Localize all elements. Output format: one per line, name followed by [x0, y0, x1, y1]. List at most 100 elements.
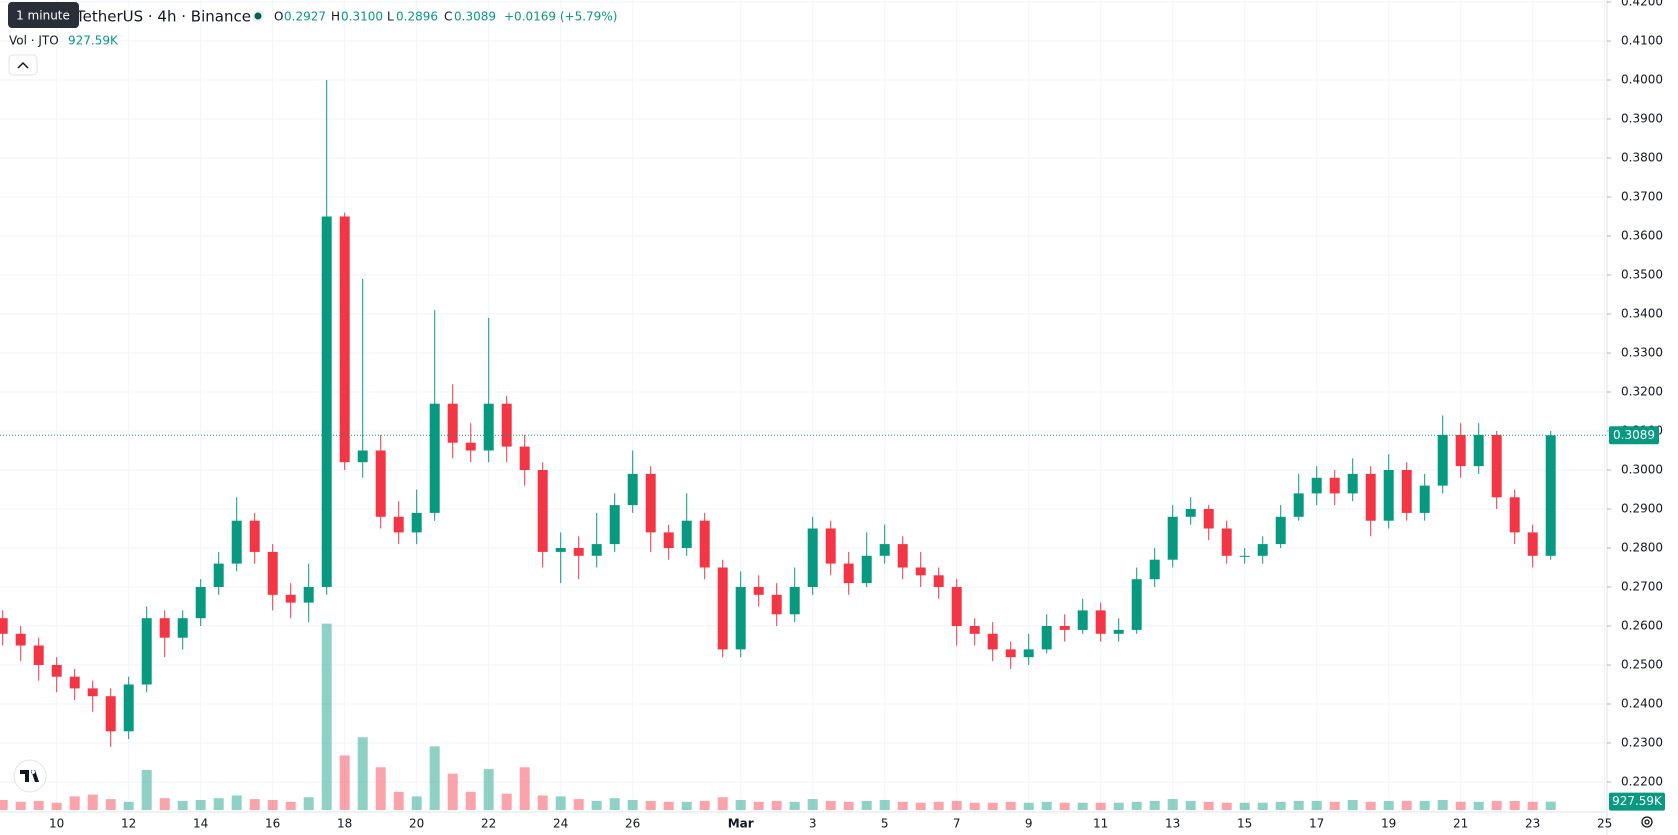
candle-body: [1491, 434, 1502, 498]
volume-bar: [1527, 801, 1538, 810]
volume-bar: [1491, 800, 1502, 810]
x-tick-label: 26: [625, 817, 640, 831]
candle-body: [915, 567, 926, 576]
candle-body: [771, 594, 782, 615]
volume-bar: [951, 800, 962, 810]
volume-bar: [789, 801, 800, 810]
y-tick-label: 0.3900: [1621, 112, 1663, 126]
volume-bar: [1023, 802, 1034, 810]
candle-body: [249, 520, 260, 552]
volume-bar: [807, 799, 818, 810]
volume-bar: [303, 797, 314, 810]
candle-body: [1383, 470, 1394, 521]
last-price-tag: [1609, 426, 1659, 445]
candle-body: [1401, 470, 1412, 513]
volume-bar: [1383, 800, 1394, 810]
x-tick-label: 24: [553, 817, 568, 831]
x-tick-label: 18: [337, 817, 352, 831]
volume-bar: [249, 799, 260, 810]
candle-body: [357, 450, 368, 463]
tooltip-box: [8, 2, 79, 28]
volume-bar: [825, 800, 836, 810]
y-tick-label: 0.3200: [1621, 385, 1663, 399]
volume-bar: [429, 746, 440, 810]
candle-body: [51, 665, 62, 677]
collapse-button[interactable]: [8, 54, 38, 76]
volume-bar: [897, 801, 908, 810]
y-tick-label: 0.2200: [1621, 775, 1663, 789]
candle-body: [1509, 497, 1520, 533]
candle-body: [1005, 649, 1016, 658]
settings-icon-core: [1644, 819, 1650, 825]
volume-bar: [843, 801, 854, 810]
volume-bar: [879, 800, 890, 810]
volume-bar: [735, 800, 746, 810]
last-price-label: 0.3089: [1613, 428, 1655, 442]
y-tick-label: 0.4000: [1621, 73, 1663, 87]
candle-body: [1077, 610, 1088, 630]
volume-bar: [69, 796, 80, 810]
volume-bar: [771, 800, 782, 810]
y-tick-label: 0.2300: [1621, 736, 1663, 750]
volume-bar: [177, 800, 188, 810]
candle-body: [339, 216, 350, 463]
h-key: H: [331, 10, 340, 24]
volume-bar: [663, 801, 674, 810]
x-tick-label: 23: [1525, 817, 1540, 831]
candle-body: [1167, 516, 1178, 560]
candle-body: [465, 442, 476, 451]
volume-bar: [1311, 800, 1322, 810]
x-tick-label: 22: [481, 817, 496, 831]
candle-body: [1275, 516, 1286, 545]
candle-body: [213, 563, 224, 587]
l-key: L: [387, 10, 394, 24]
volume-bar: [753, 801, 764, 810]
volume-bar: [699, 800, 710, 810]
candle-body: [627, 473, 638, 506]
candle-body: [879, 544, 890, 556]
candle-body: [141, 618, 152, 685]
volume-bar: [1257, 802, 1268, 810]
candle-body: [591, 544, 602, 556]
ohlc-legend: O 0.2927 H 0.3100 L 0.2896 C 0.3089 +0.0…: [274, 10, 617, 24]
volume-bar: [1185, 800, 1196, 810]
volume-bar: [969, 802, 980, 810]
candle-body: [717, 567, 728, 650]
volume-tag: [1609, 792, 1665, 811]
candle-body: [1239, 555, 1250, 557]
volume-bar: [1239, 802, 1250, 810]
candle-body: [753, 587, 764, 595]
candle-body: [1023, 649, 1034, 658]
candle-body: [1455, 434, 1466, 467]
volume-bar: [519, 767, 530, 810]
volume-bar: [411, 796, 422, 810]
settings-icon[interactable]: [1641, 816, 1653, 828]
symbol: TetherUS · 4h · Binance: [75, 8, 251, 26]
y-tick-label: 0.3300: [1621, 346, 1663, 360]
candle-body: [537, 470, 548, 552]
candle-body: [285, 594, 296, 603]
volume-bar: [915, 802, 926, 810]
grid: [0, 0, 1607, 812]
candle-body: [663, 532, 674, 548]
volume-bar: [609, 798, 620, 810]
candle-body: [1293, 493, 1304, 517]
candle-body: [1473, 434, 1484, 467]
volume-bar: [1041, 801, 1052, 810]
candle-body: [987, 633, 998, 650]
volume-bar: [123, 801, 134, 810]
logo-badge[interactable]: [13, 759, 47, 793]
c-key: C: [444, 10, 452, 24]
candle-body: [861, 555, 872, 584]
volume-pane: [0, 623, 1556, 810]
candle-body: [123, 684, 134, 732]
candle-body: [33, 645, 44, 665]
volume-bar: [33, 800, 44, 810]
volume-bar: [393, 791, 404, 810]
x-tick-label: 13: [1165, 817, 1180, 831]
candle-body: [969, 626, 980, 634]
candle-body: [1059, 626, 1070, 630]
x-tick-label: 16: [265, 817, 280, 831]
tooltip: 1 minute: [16, 9, 70, 23]
volume-bar: [339, 755, 350, 810]
